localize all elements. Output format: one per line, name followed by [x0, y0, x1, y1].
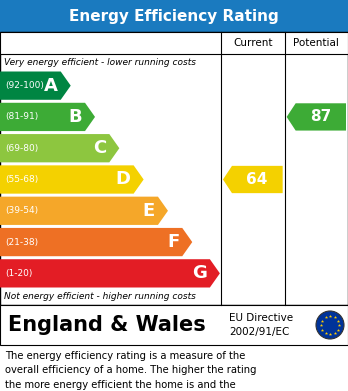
Text: 87: 87 [310, 109, 331, 124]
Text: Current: Current [233, 38, 272, 48]
Text: (39-54): (39-54) [5, 206, 38, 215]
Bar [0, 32, 348, 305]
Text: (21-38): (21-38) [5, 238, 38, 247]
Text: F: F [167, 233, 179, 251]
Text: (69-80): (69-80) [5, 144, 38, 153]
Text: Potential: Potential [293, 38, 339, 48]
Bar [0, 305, 348, 345]
Text: Not energy efficient - higher running costs: Not energy efficient - higher running co… [4, 292, 196, 301]
Circle shape [316, 311, 344, 339]
Polygon shape [287, 103, 346, 131]
Text: (55-68): (55-68) [5, 175, 38, 184]
Polygon shape [0, 72, 71, 100]
Text: EU Directive
2002/91/EC: EU Directive 2002/91/EC [229, 313, 293, 337]
Text: Very energy efficient - lower running costs: Very energy efficient - lower running co… [4, 58, 196, 67]
Text: (1-20): (1-20) [5, 269, 32, 278]
Bar [0, 32, 348, 54]
Text: D: D [116, 170, 130, 188]
Text: A: A [44, 77, 58, 95]
Text: (81-91): (81-91) [5, 113, 38, 122]
Text: The energy efficiency rating is a measure of the
overall efficiency of a home. T: The energy efficiency rating is a measur… [5, 351, 256, 391]
Polygon shape [0, 134, 119, 162]
Text: (92-100): (92-100) [5, 81, 44, 90]
Text: Energy Efficiency Rating: Energy Efficiency Rating [69, 9, 279, 23]
Text: G: G [192, 264, 207, 282]
Polygon shape [223, 166, 283, 193]
Bar [0, 0, 348, 32]
Polygon shape [0, 165, 144, 194]
Polygon shape [0, 259, 220, 287]
Polygon shape [0, 103, 95, 131]
Text: 64: 64 [246, 172, 268, 187]
Text: E: E [143, 202, 155, 220]
Polygon shape [0, 197, 168, 225]
Text: England & Wales: England & Wales [8, 315, 206, 335]
Text: B: B [69, 108, 82, 126]
Text: C: C [93, 139, 106, 157]
Polygon shape [0, 228, 192, 256]
